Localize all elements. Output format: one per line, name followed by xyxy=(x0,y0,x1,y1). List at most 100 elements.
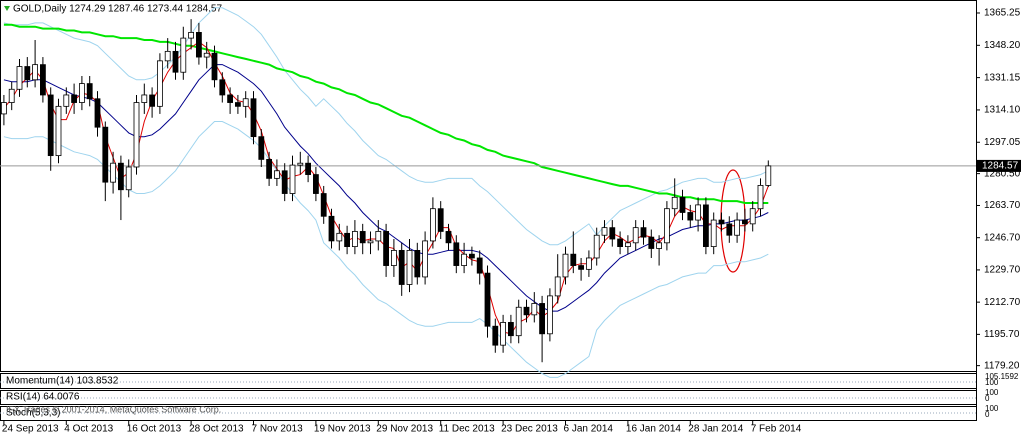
candle-body xyxy=(32,64,38,81)
y-tick-label: 1246.70 xyxy=(984,232,1021,243)
candle-body xyxy=(625,242,631,248)
panel-label: RSI(14) 64.0076 xyxy=(6,392,80,403)
candle-body xyxy=(24,66,31,81)
y-tick-label: 1331.15 xyxy=(984,72,1021,83)
candle-body xyxy=(203,52,210,58)
candle-body xyxy=(188,32,195,39)
candle-body xyxy=(336,232,343,242)
candle-body xyxy=(47,94,54,157)
x-tick-label: 29 Nov 2013 xyxy=(376,424,433,435)
candle-body xyxy=(617,238,623,248)
panel-scale-label: 0 xyxy=(985,410,990,419)
candle-body xyxy=(79,83,85,103)
candle-body xyxy=(461,253,468,266)
y-tick-label: 1179.20 xyxy=(984,360,1020,371)
candle-body xyxy=(695,204,701,221)
candle-body xyxy=(102,126,109,183)
candle-body xyxy=(281,170,288,194)
candle-body xyxy=(118,162,124,191)
candle-body xyxy=(219,79,226,96)
candle-body xyxy=(211,52,218,81)
panel-label: Momentum(14) 103.8532 xyxy=(6,376,119,387)
symbol-icon xyxy=(4,6,10,11)
candle-body xyxy=(601,227,608,236)
chart-title: GOLD,Daily 1274.29 1287.46 1273.44 1284.… xyxy=(13,4,222,15)
y-tick-label: 1297.05 xyxy=(984,137,1021,148)
candle-body xyxy=(86,83,93,100)
x-tick-label: 6 Jan 2014 xyxy=(564,424,614,435)
candle-body xyxy=(156,60,163,107)
plot-area: 1365.25 1348.20 1331.15 1314.10 1297.05 1280.… xyxy=(0,7,1021,435)
candle-body xyxy=(523,306,530,316)
candle-body xyxy=(406,249,413,285)
candle-body xyxy=(484,272,491,327)
candle-body xyxy=(422,240,429,278)
candle-body xyxy=(703,204,709,248)
candle-body xyxy=(110,162,116,183)
candle-body xyxy=(445,231,452,244)
candle-body xyxy=(375,231,382,242)
candle-body xyxy=(367,240,374,244)
candle-body xyxy=(234,102,241,107)
x-tick-label: 28 Jan 2014 xyxy=(688,424,743,435)
candle-body xyxy=(227,94,234,103)
candle-body xyxy=(0,102,7,115)
candle-body xyxy=(718,219,725,225)
candle-body xyxy=(453,242,460,266)
candle-body xyxy=(757,184,764,210)
candle-body xyxy=(429,208,436,242)
y-tick-label: 1348.20 xyxy=(984,40,1021,51)
x-tick-label: 19 Nov 2013 xyxy=(314,424,371,435)
x-tick-label: 23 Dec 2013 xyxy=(501,424,558,435)
candle-body xyxy=(656,242,662,249)
candle-body xyxy=(632,227,639,244)
panel-scale-label: 105.1592 xyxy=(985,372,1019,381)
candle-body xyxy=(562,253,569,278)
candle-body xyxy=(141,94,148,103)
y-tick-label: 1195.70 xyxy=(984,329,1020,340)
x-tick-label: 16 Oct 2013 xyxy=(127,424,182,435)
candle-body xyxy=(125,166,132,191)
candle-body xyxy=(250,98,257,138)
candle-body xyxy=(359,231,366,244)
candle-body xyxy=(679,196,686,213)
candle-body xyxy=(164,50,171,62)
candle-body xyxy=(492,325,499,346)
indicator-line xyxy=(3,23,769,204)
candle-body xyxy=(437,208,444,232)
candle-body xyxy=(664,208,670,244)
candle-body xyxy=(390,249,397,266)
candle-body xyxy=(734,219,740,236)
candle-body xyxy=(383,231,390,266)
indicator-line xyxy=(3,7,769,246)
candle-body xyxy=(554,276,561,297)
candle-body xyxy=(500,322,507,346)
x-tick-label: 7 Nov 2013 xyxy=(252,424,304,435)
candle-body xyxy=(242,98,249,107)
candle-body xyxy=(40,64,46,96)
last-price-label: 1284.57 xyxy=(982,161,1019,172)
x-tick-label: 11 Dec 2013 xyxy=(439,424,495,435)
candle-body xyxy=(289,164,296,194)
candle-body xyxy=(328,215,335,242)
y-tick-label: 1263.70 xyxy=(984,200,1021,211)
candle-body xyxy=(765,165,772,186)
candle-body xyxy=(414,249,421,278)
x-tick-label: 16 Jan 2014 xyxy=(626,424,681,435)
candle-body xyxy=(531,303,538,316)
candle-body xyxy=(726,223,733,236)
candle-body xyxy=(258,136,265,160)
candle-body xyxy=(273,170,280,179)
candle-body xyxy=(344,232,351,248)
candle-body xyxy=(515,306,522,337)
candle-body xyxy=(55,105,62,157)
candle-body xyxy=(320,193,327,217)
watermark: IFX Trades © 2001-2014, MetaQuotes Softw… xyxy=(6,404,221,414)
x-tick-label: 24 Sep 2013 xyxy=(2,424,59,435)
candle-body xyxy=(398,249,405,285)
y-tick-label: 1229.70 xyxy=(984,265,1021,276)
candle-body xyxy=(94,98,101,128)
x-tick-label: 28 Oct 2013 xyxy=(189,424,244,435)
